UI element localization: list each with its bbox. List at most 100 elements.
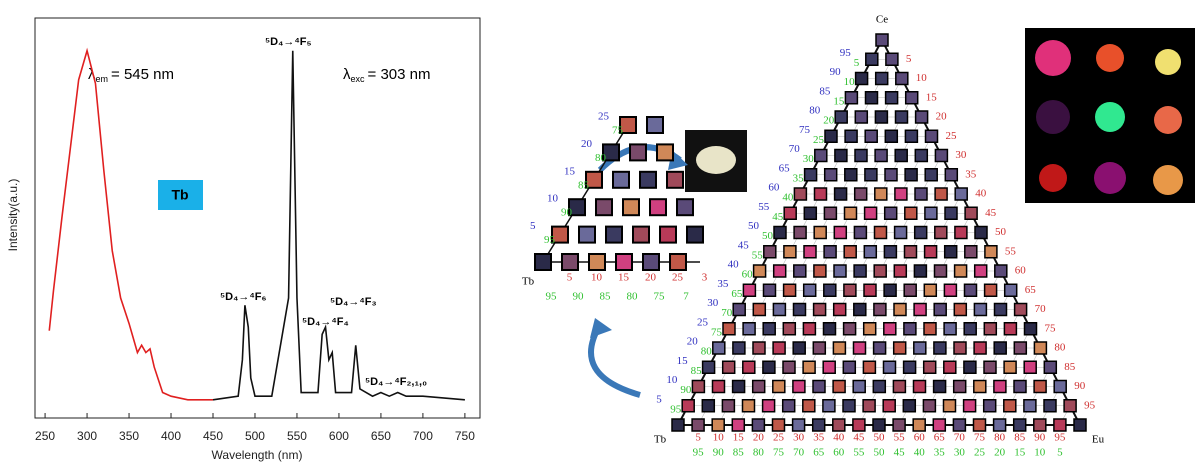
axis-number: 60 [768, 182, 780, 194]
sample-square [1033, 341, 1048, 355]
sample-square [803, 168, 818, 182]
sample-square [943, 245, 958, 259]
sample-square [843, 283, 857, 297]
sample-square [943, 322, 957, 336]
sample-square [853, 225, 868, 240]
axis-number: 10 [547, 193, 559, 205]
x-tick-label: 600 [329, 429, 349, 443]
axis-number: 5 [530, 220, 536, 232]
sample-square [913, 341, 927, 355]
sample-square [1043, 399, 1057, 413]
sample-square [953, 341, 967, 355]
axis-number: 5 [1057, 447, 1063, 459]
axis-number: 85 [1014, 432, 1026, 444]
sample-square [732, 302, 746, 317]
sample-square [741, 399, 756, 413]
axis-number: 90 [830, 66, 842, 78]
sample-square [874, 71, 889, 86]
axis-number: 55 [894, 432, 906, 444]
sample-square [904, 129, 919, 143]
axis-number: 80 [595, 152, 607, 164]
sample-square [914, 110, 929, 124]
axis-number: 30 [803, 153, 815, 165]
sample-square [852, 418, 866, 432]
sample-square [812, 341, 827, 355]
x-tick-label: 550 [287, 429, 307, 443]
axis-number: 95 [840, 47, 852, 59]
sample-square [913, 225, 928, 240]
axis-number: 25 [813, 134, 825, 146]
tern-grid [898, 251, 992, 426]
axis-number: 15 [926, 91, 938, 103]
sample-square [551, 225, 569, 244]
sample-square [1033, 379, 1047, 394]
sample-square [993, 379, 1007, 394]
axis-number: 40 [975, 188, 987, 200]
axis-number: 30 [793, 432, 805, 444]
sample-square [922, 399, 937, 413]
axis-number: 80 [701, 346, 713, 358]
sample-square [962, 399, 977, 413]
sample-square [983, 283, 998, 297]
sample-square [954, 225, 968, 240]
sample-square [894, 110, 909, 124]
sample-square [964, 206, 978, 220]
sample-square [1023, 322, 1038, 336]
sample-square [701, 360, 716, 374]
sample-square [742, 360, 756, 374]
axis-number: 55 [853, 447, 865, 459]
sample-square [771, 418, 786, 432]
sample-square [585, 170, 603, 189]
sample-square [802, 322, 817, 336]
sample-square [844, 91, 859, 105]
sample-square [742, 322, 756, 336]
sample-square [882, 360, 897, 374]
sample-square [792, 302, 807, 317]
exc-text: = 303 nm [368, 66, 431, 83]
sample-square [632, 225, 650, 244]
sample-square [893, 225, 908, 240]
spectrum-line [212, 50, 465, 401]
sample-square [942, 399, 957, 413]
sample-square [843, 245, 857, 259]
sample-square [646, 116, 664, 134]
sample-square [913, 302, 927, 317]
sample-square [932, 379, 947, 394]
sample-square [721, 360, 736, 374]
axis-number: 90 [1074, 380, 1086, 392]
sample-square [561, 253, 579, 271]
ion-box [158, 180, 203, 210]
sample-square [884, 91, 899, 105]
sample-square [852, 341, 867, 355]
transition-label: ⁵D₄→⁴F₄ [302, 316, 349, 328]
axis-number: 10 [591, 272, 603, 284]
sample-square [832, 418, 846, 432]
sample-square [782, 322, 797, 336]
sample-square [763, 245, 777, 259]
axis-number: 30 [954, 447, 966, 459]
x-tick-label: 650 [371, 429, 391, 443]
sample-square [568, 198, 586, 217]
sample-square [1033, 418, 1047, 432]
sample-square [933, 341, 947, 355]
sample-square [843, 206, 858, 220]
axis-number: 10 [713, 432, 725, 444]
sample-square [783, 245, 797, 259]
axis-number: 45 [894, 447, 906, 459]
axis-number: 65 [1025, 284, 1037, 296]
sample-square [1003, 360, 1017, 374]
sample-square [803, 206, 818, 220]
axis-number: 95 [546, 291, 558, 303]
sample-square [762, 322, 776, 336]
sample-square [912, 379, 927, 394]
sample-square [1003, 322, 1018, 336]
axis-number: 95 [544, 234, 556, 246]
axis-number: 20 [687, 336, 699, 348]
sample-square [666, 170, 684, 189]
sample-square [752, 302, 767, 317]
sample-square [994, 264, 1008, 278]
sample-square [842, 322, 857, 336]
sample-square [885, 52, 899, 66]
axis-number: 40 [782, 192, 794, 204]
axis-number: 65 [779, 162, 791, 174]
